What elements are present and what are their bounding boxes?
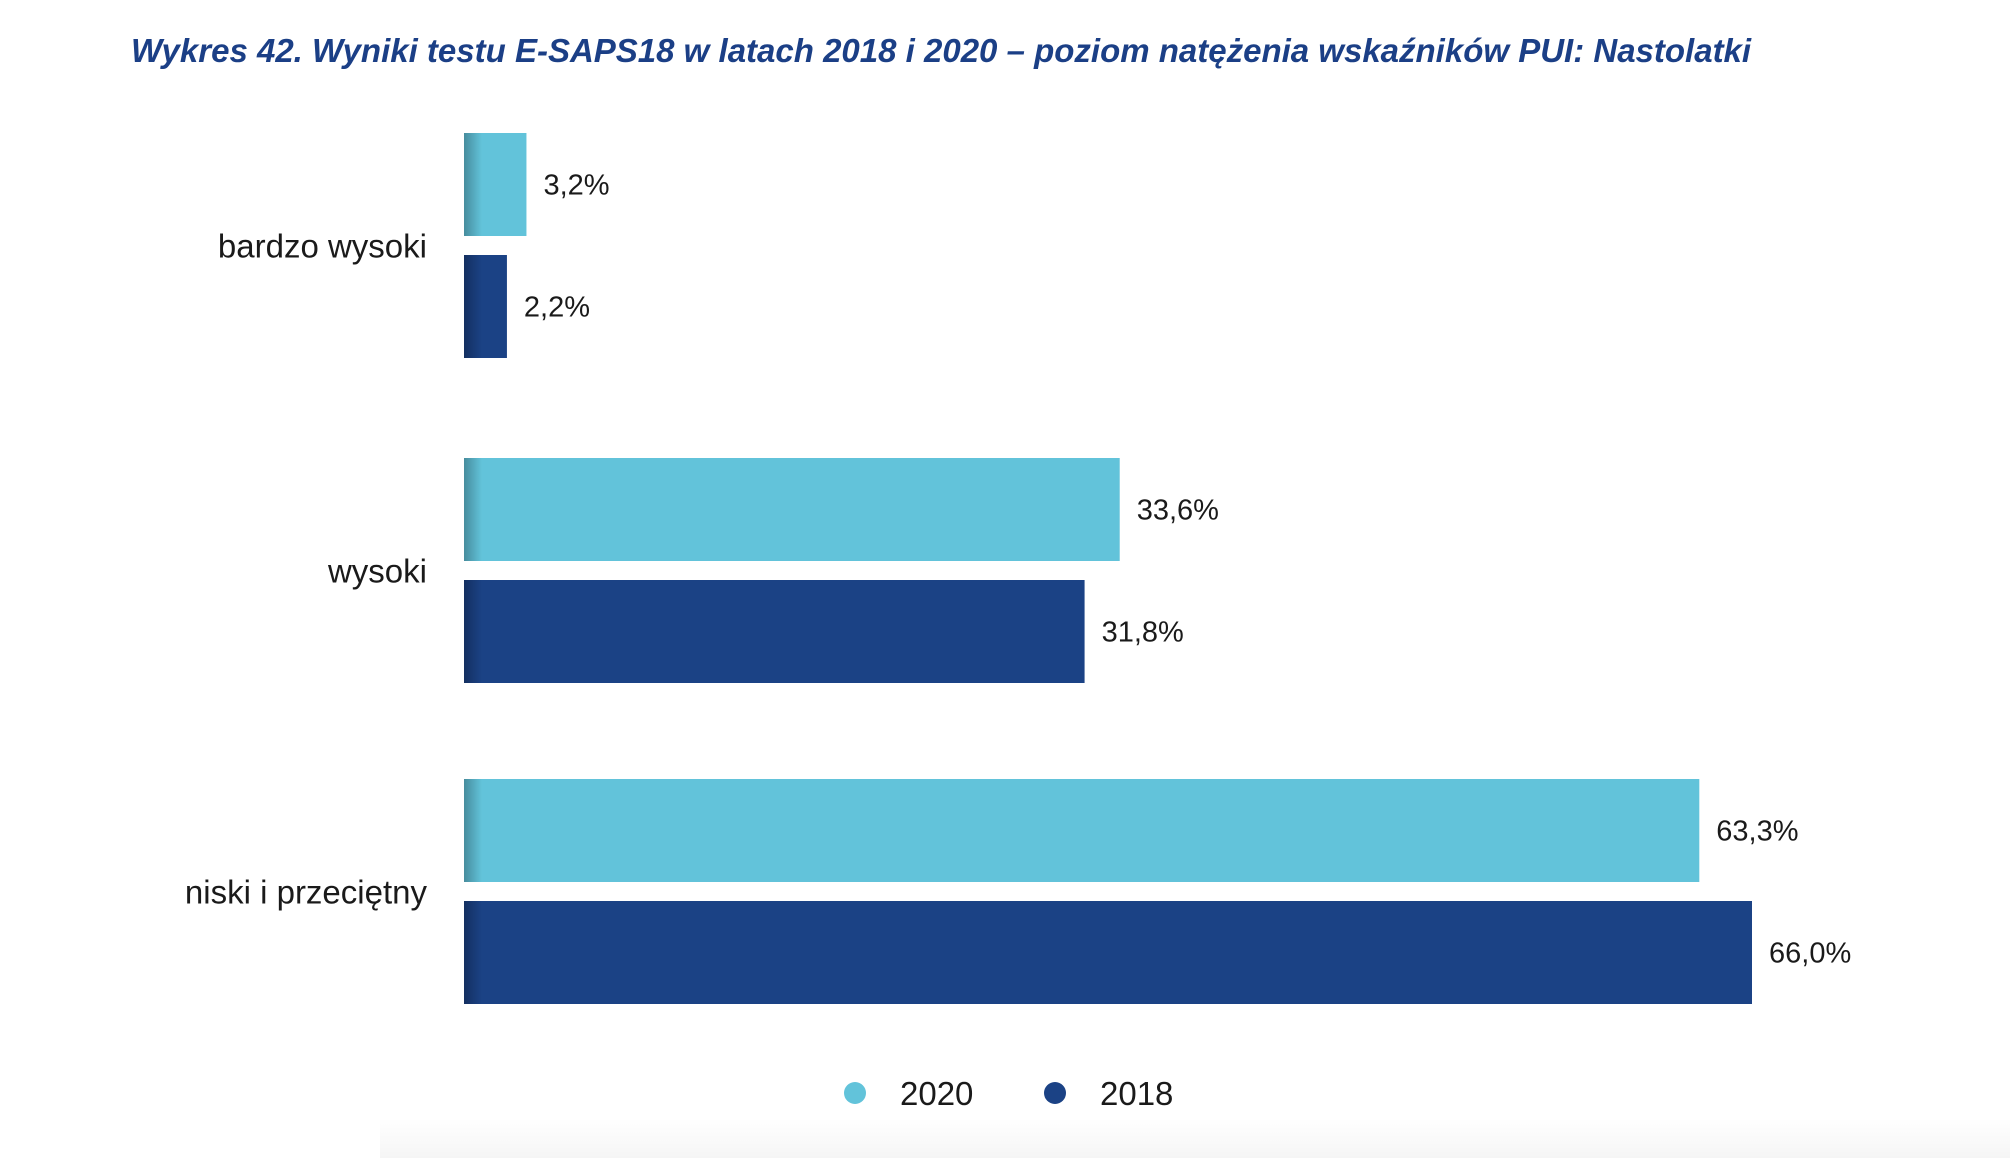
bar-shade-niski-i-przeciętny-2020 [464,779,482,882]
category-label-bardzo-wysoki: bardzo wysoki [218,228,427,265]
category-label-niski-i-przeciętny: niski i przeciętny [185,874,428,911]
bars-layer [464,133,1752,1004]
value-label-niski-i-przeciętny-2018: 66,0% [1769,938,1851,970]
value-label-niski-i-przeciętny-2020: 63,3% [1716,816,1798,848]
bar-wysoki-2018 [464,580,1085,683]
bar-niski-i-przeciętny-2018 [464,901,1752,1004]
bar-shade-bardzo-wysoki-2020 [464,133,482,236]
category-label-wysoki: wysoki [327,553,427,590]
value-label-wysoki-2018: 31,8% [1102,617,1184,649]
legend-label-2020: 2020 [900,1075,973,1112]
value-label-wysoki-2020: 33,6% [1137,495,1219,527]
legend: 2020 2018 [844,1075,1173,1112]
chart-title: Wykres 42. Wyniki testu E-SAPS18 w latac… [131,32,1752,69]
legend-marker-2018 [1044,1082,1066,1104]
value-label-bardzo-wysoki-2018: 2,2% [524,292,590,324]
bar-shade-bardzo-wysoki-2018 [464,255,482,358]
bar-shade-wysoki-2018 [464,580,482,683]
legend-label-2018: 2018 [1100,1075,1173,1112]
bar-wysoki-2020 [464,458,1120,561]
legend-marker-2020 [844,1082,866,1104]
bar-shade-wysoki-2020 [464,458,482,561]
labels-layer: 3,2% 2,2% bardzo wysoki 33,6% 31,8% wysoki 63,… [185,170,1851,970]
bar-niski-i-przeciętny-2020 [464,779,1700,882]
bar-shade-niski-i-przeciętny-2018 [464,901,482,1004]
value-label-bardzo-wysoki-2020: 3,2% [543,170,609,202]
